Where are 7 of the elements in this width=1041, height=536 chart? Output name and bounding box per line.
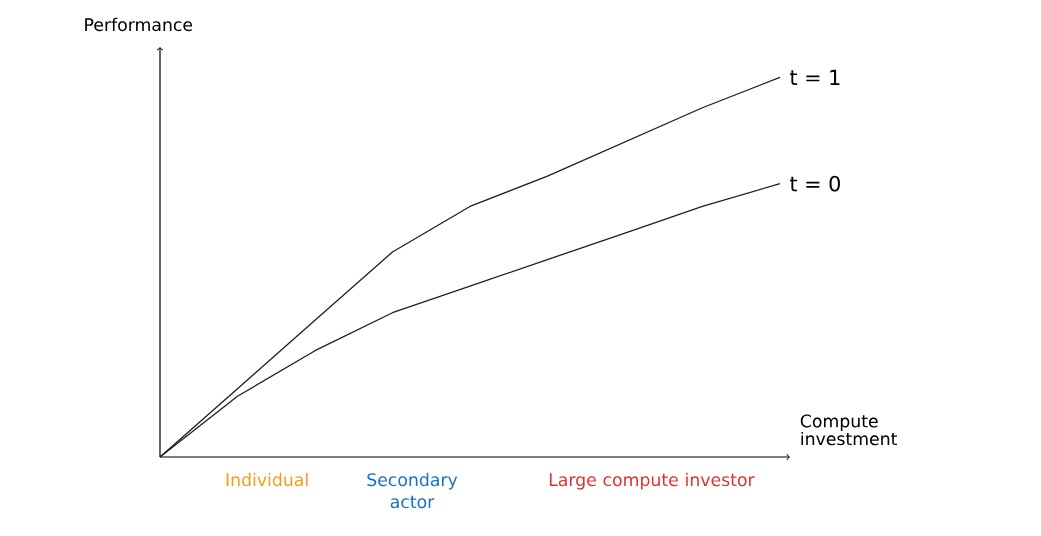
text: Secondary actor (367, 472, 458, 509)
series-label: t = 0 (790, 175, 840, 192)
text: Individual (226, 472, 308, 487)
y-axis-title: Performance (85, 17, 193, 32)
x-axis-title: Compute investment (800, 414, 898, 446)
series-label: t = 1 (790, 69, 840, 85)
text: Large compute investor (549, 472, 755, 490)
